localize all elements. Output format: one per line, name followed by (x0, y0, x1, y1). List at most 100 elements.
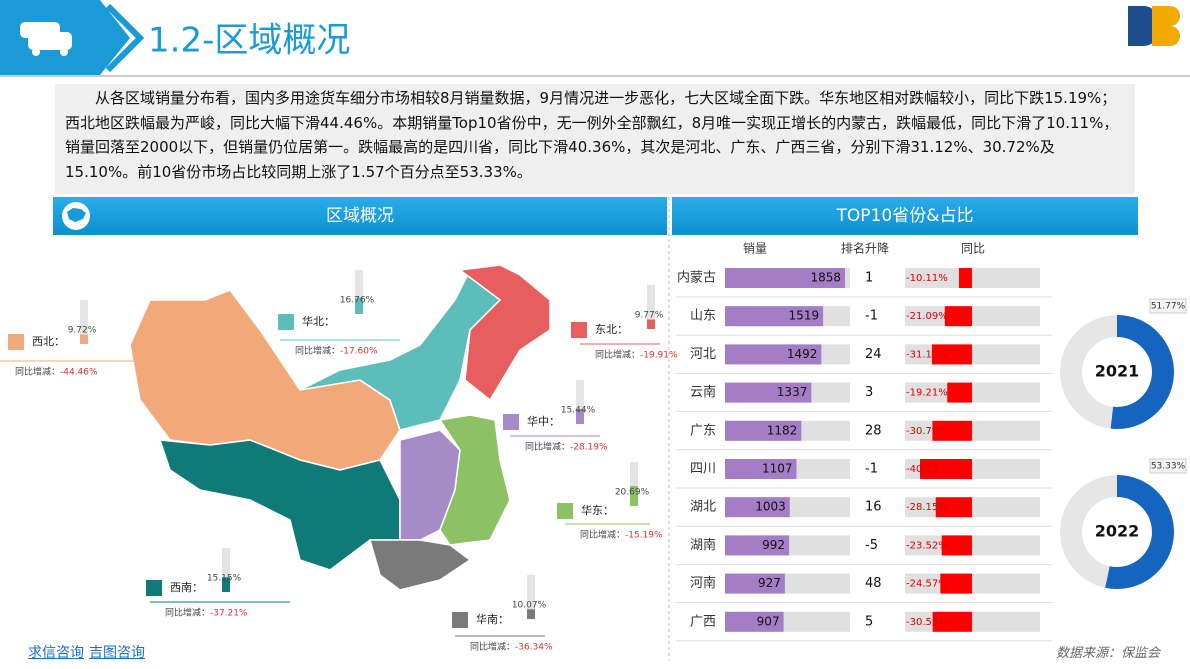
yoy-bg (905, 268, 1040, 288)
yoy-bg (905, 573, 1040, 594)
sales-bar (725, 497, 790, 518)
sales-bar (725, 268, 845, 288)
sales-bar (725, 611, 784, 632)
map-icon-shape (67, 208, 86, 222)
donut-arc (1110, 315, 1174, 429)
share-gauge-bg (630, 462, 638, 506)
region-swatch (571, 322, 587, 338)
footer-link[interactable]: 吉图咨询 (89, 645, 145, 661)
province: 云南 (690, 384, 716, 400)
change-text: 同比增减： (525, 441, 570, 453)
column-header: 同比 (961, 242, 985, 256)
rank-change: 48 (865, 576, 882, 591)
footer-link[interactable]: 求信咨询 (28, 645, 84, 661)
sales-value: 1337 (777, 385, 808, 399)
sales-bar (725, 344, 822, 365)
change-value: -36.34% (515, 643, 553, 653)
change-value: -17.60% (340, 347, 378, 357)
province: 河南 (690, 575, 716, 591)
car-icon (20, 22, 72, 56)
yoy-label: -30.72% (906, 426, 948, 437)
sales-bar (725, 420, 802, 441)
region-name: 华北： (302, 314, 335, 328)
share-gauge (576, 409, 584, 424)
column-header: 排名升降 (841, 241, 889, 256)
change-value: -37.21% (210, 609, 248, 619)
rank-change: 24 (865, 347, 882, 362)
province: 河北 (690, 347, 716, 362)
donut-year: 2021 (1095, 362, 1140, 381)
region-swatch (8, 334, 24, 350)
region-name: 华东： (581, 503, 614, 517)
share-label: 10.07% (512, 601, 547, 611)
change-value: -15.19% (625, 531, 663, 541)
sales-value: 1182 (767, 423, 798, 437)
yoy-bar (958, 268, 972, 288)
sales-value: 907 (757, 614, 780, 628)
share-label: 15.15% (207, 574, 242, 584)
donut-label: 51.77% (1151, 302, 1186, 312)
yoy-label: -24.57% (906, 579, 948, 590)
yoy-bar (932, 611, 972, 632)
province: 湖南 (690, 537, 716, 553)
sales-value: 1858 (810, 271, 841, 285)
share-gauge-bg (222, 548, 230, 592)
column-header: 销量 (743, 242, 767, 256)
share-label: 9.77% (635, 311, 664, 321)
logo (1128, 6, 1180, 46)
sales-value: 927 (758, 576, 781, 590)
region-name: 华南： (476, 612, 509, 626)
change-text: 同比增减： (595, 349, 640, 361)
donut-arc (1105, 475, 1174, 589)
change-value: -19.91% (640, 351, 678, 361)
rank-change: 28 (865, 423, 882, 438)
yoy-bar (947, 382, 972, 403)
donut-year: 2022 (1095, 522, 1140, 541)
yoy-bar (932, 420, 972, 441)
sales-value: 1492 (787, 347, 818, 361)
map-header (53, 197, 667, 235)
region-swatch (278, 314, 294, 330)
region-swatch (503, 414, 519, 430)
province: 山东 (690, 309, 716, 324)
share-label: 15.44% (561, 406, 596, 416)
sales-value: 1003 (755, 500, 786, 514)
share-gauge-bg (576, 380, 584, 424)
yoy-bar (944, 306, 972, 327)
yoy-label: -40.36 (906, 464, 938, 475)
yoy-label: -10.11% (906, 273, 948, 284)
rank-change: 5 (865, 614, 873, 629)
change-value: -28.19% (570, 443, 608, 453)
sales-value: 992 (762, 538, 785, 552)
yoy-label: -23.52% (906, 540, 948, 551)
header-chevron (105, 3, 145, 73)
province: 湖北 (690, 500, 716, 515)
change-text: 同比增减： (165, 607, 210, 619)
yoy-label: -19.21% (906, 388, 948, 399)
rank-change: 3 (865, 385, 873, 400)
sales-bar (725, 535, 790, 556)
top10-header (672, 197, 1138, 235)
yoy-label: -28.15% (906, 502, 948, 513)
yoy-bg (905, 382, 1040, 403)
rank-change: -1 (865, 462, 878, 477)
share-gauge-bg (80, 300, 88, 344)
region-swatch (557, 503, 573, 519)
share-label: 9.72% (68, 326, 97, 336)
china-map (129, 264, 551, 591)
sales-value: 1107 (762, 462, 793, 476)
donut-label-box (1149, 298, 1187, 314)
province: 四川 (690, 462, 716, 477)
share-label: 16.76% (340, 296, 375, 306)
province: 广西 (690, 614, 716, 629)
yoy-bar (920, 459, 972, 479)
sales-bar (725, 459, 797, 479)
province: 广东 (690, 423, 716, 438)
yoy-bg (905, 535, 1040, 556)
yoy-bar (931, 344, 972, 365)
region-name: 西北： (32, 335, 65, 348)
yoy-label: -21.09% (906, 311, 948, 322)
share-gauge (80, 334, 88, 344)
yoy-bar (935, 497, 972, 518)
data-source: 数据来源：保监会 (1056, 646, 1161, 661)
